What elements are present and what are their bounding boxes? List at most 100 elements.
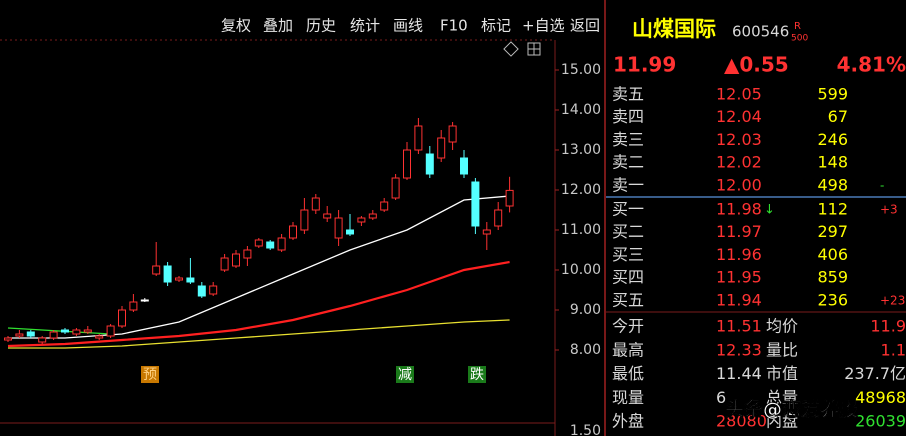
candle-body — [425, 153, 434, 175]
stat-value: 11.44 — [716, 364, 762, 383]
stat-label: 总量 — [766, 388, 798, 407]
y-tick-label: 9.00 — [570, 302, 601, 318]
toolbar-button[interactable]: 返回 — [570, 17, 600, 35]
stat-value: 48968 — [855, 388, 906, 407]
candle-body — [460, 157, 468, 175]
book-volume: 67 — [828, 107, 848, 126]
book-price: 11.95 — [716, 268, 762, 287]
candle-body — [482, 229, 491, 235]
candle-body — [266, 241, 275, 249]
quote-panel: 山煤国际 600546 R 500 11.99 ▲0.55 4.81% 卖五 12… — [612, 17, 906, 431]
toolbar-button[interactable]: 复权 — [221, 17, 251, 35]
y-tick-label: 13.00 — [561, 142, 601, 158]
book-price: 11.97 — [716, 222, 762, 241]
stat-value: 28080 — [716, 412, 767, 431]
stat-value: 1.1 — [881, 340, 906, 359]
toolbar-button[interactable]: 统计 — [350, 17, 380, 35]
book-change: +23 — [880, 293, 905, 307]
candle-body — [72, 329, 81, 335]
book-volume: 406 — [817, 245, 848, 264]
book-price: 12.00 — [716, 175, 762, 194]
candle-body — [346, 229, 354, 235]
stat-label: 内盘 — [766, 412, 798, 431]
stat-value: 237.7亿 — [844, 364, 906, 383]
candle-body — [311, 197, 320, 211]
stat-value: 11.9 — [870, 317, 906, 336]
book-price: 11.98 — [716, 200, 762, 219]
y-tick-label: 14.00 — [561, 102, 601, 118]
y-tick-label: 12.00 — [561, 182, 601, 198]
stat-label: 量比 — [766, 340, 798, 359]
candle-body — [505, 189, 514, 207]
event-marker-bg — [396, 366, 414, 383]
stat-label: 外盘 — [612, 412, 644, 431]
event-marker[interactable]: 减 — [398, 367, 412, 383]
y-tick-label: 15.00 — [561, 62, 601, 78]
book-change: +3 — [880, 203, 898, 217]
y-tick-label: 8.00 — [570, 342, 601, 358]
book-price: 12.05 — [716, 85, 762, 104]
book-change: - — [880, 178, 884, 192]
book-volume: 246 — [817, 130, 848, 149]
candle-body — [334, 217, 343, 239]
candle-body — [49, 331, 58, 339]
candle-body — [414, 125, 423, 151]
y-tick-label: 11.00 — [561, 222, 601, 238]
stat-label: 今开 — [612, 317, 644, 336]
candle-body — [391, 177, 400, 199]
candle-body — [163, 265, 172, 283]
book-price: 12.03 — [716, 130, 762, 149]
moving-average — [7, 260, 510, 348]
toolbar-button[interactable]: 画线 — [393, 17, 423, 35]
toolbar-button[interactable]: F10 — [440, 17, 468, 35]
candle-body — [129, 301, 138, 311]
candle-body — [83, 329, 92, 333]
book-arrow: ↓ — [764, 203, 775, 218]
candle-body — [4, 337, 12, 341]
badge-bottom: 500 — [791, 34, 808, 44]
candle-body — [300, 209, 309, 231]
stat-value: 11.51 — [716, 317, 762, 336]
candle-body — [232, 253, 240, 267]
candle-body — [209, 285, 218, 295]
stat-label: 市值 — [766, 364, 798, 383]
book-volume: 498 — [817, 175, 848, 194]
price-change: ▲0.55 — [724, 53, 789, 77]
moving-average — [8, 195, 510, 339]
candle-body — [197, 285, 206, 297]
candle-body — [26, 331, 35, 337]
y-tick-label: 10.00 — [561, 262, 601, 278]
stock-code: 600546 — [732, 23, 789, 41]
candle-body — [448, 125, 457, 143]
candle-body — [437, 137, 446, 159]
book-volume: 112 — [817, 200, 848, 219]
candle-body — [61, 329, 69, 333]
diamond-icon[interactable] — [503, 41, 519, 57]
candle-body — [152, 265, 161, 275]
toolbar-button[interactable]: +自选 — [522, 17, 565, 35]
candle-body — [277, 237, 286, 251]
stat-label: 最低 — [612, 364, 644, 383]
candle-body — [15, 333, 24, 337]
event-marker[interactable]: 跌 — [470, 367, 484, 383]
candle-body — [403, 149, 411, 179]
toolbar-button[interactable]: 叠加 — [263, 17, 293, 35]
candle-body — [357, 217, 366, 223]
book-price: 12.04 — [716, 107, 762, 126]
moving-average — [7, 327, 111, 335]
stat-label: 最高 — [612, 340, 644, 359]
candle-body — [140, 299, 149, 302]
stat-label: 现量 — [612, 388, 644, 407]
book-price: 11.96 — [716, 245, 762, 264]
book-label: 买一 — [612, 200, 644, 219]
candle-body — [254, 239, 263, 247]
toolbar-button[interactable]: 标记 — [481, 17, 511, 35]
toolbar-button[interactable]: 历史 — [306, 17, 336, 35]
event-marker[interactable]: 预 — [143, 367, 157, 383]
last-price: 11.99 — [613, 53, 676, 77]
candle-body — [323, 213, 332, 219]
book-volume: 236 — [817, 290, 848, 309]
book-price: 11.94 — [716, 290, 762, 309]
badge-top: R — [794, 21, 801, 32]
